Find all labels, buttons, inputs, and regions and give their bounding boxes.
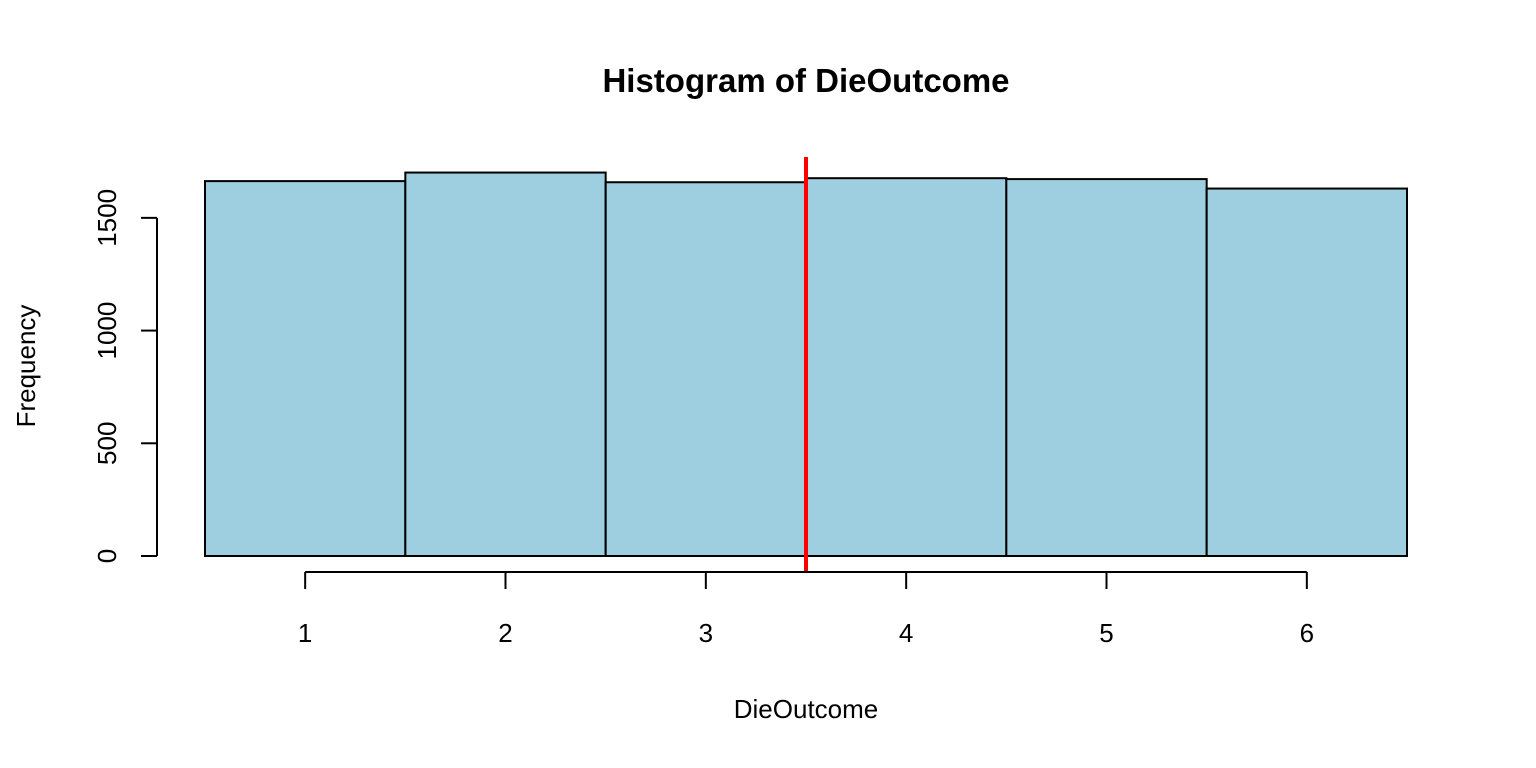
histogram-bar-5 [1005,178,1208,557]
x-axis: 1 2 3 4 5 6 [298,571,1314,648]
x-tick-label: 4 [899,618,913,648]
y-tick-label: 500 [92,422,122,465]
x-tick-label: 3 [699,618,713,648]
histogram-bar-3 [604,181,808,557]
y-axis: 0 500 1000 1500 [92,189,158,563]
y-axis-label: Frequency [11,305,41,428]
x-tick-label: 1 [298,618,312,648]
x-tick-label: 6 [1300,618,1314,648]
y-tick-label: 1000 [92,302,122,360]
chart-title: Histogram of DieOutcome [602,62,1009,99]
x-tick-label: 5 [1099,618,1113,648]
histogram-bar-4 [805,177,1008,558]
x-tick-label: 2 [498,618,512,648]
y-tick-label: 0 [92,549,122,563]
bars-layer [204,171,1408,558]
histogram-bar-1 [204,180,407,558]
histogram-bar-2 [404,171,607,557]
x-axis-label: DieOutcome [734,694,879,724]
y-tick-label: 1500 [92,189,122,247]
histogram-bar-6 [1205,187,1408,557]
